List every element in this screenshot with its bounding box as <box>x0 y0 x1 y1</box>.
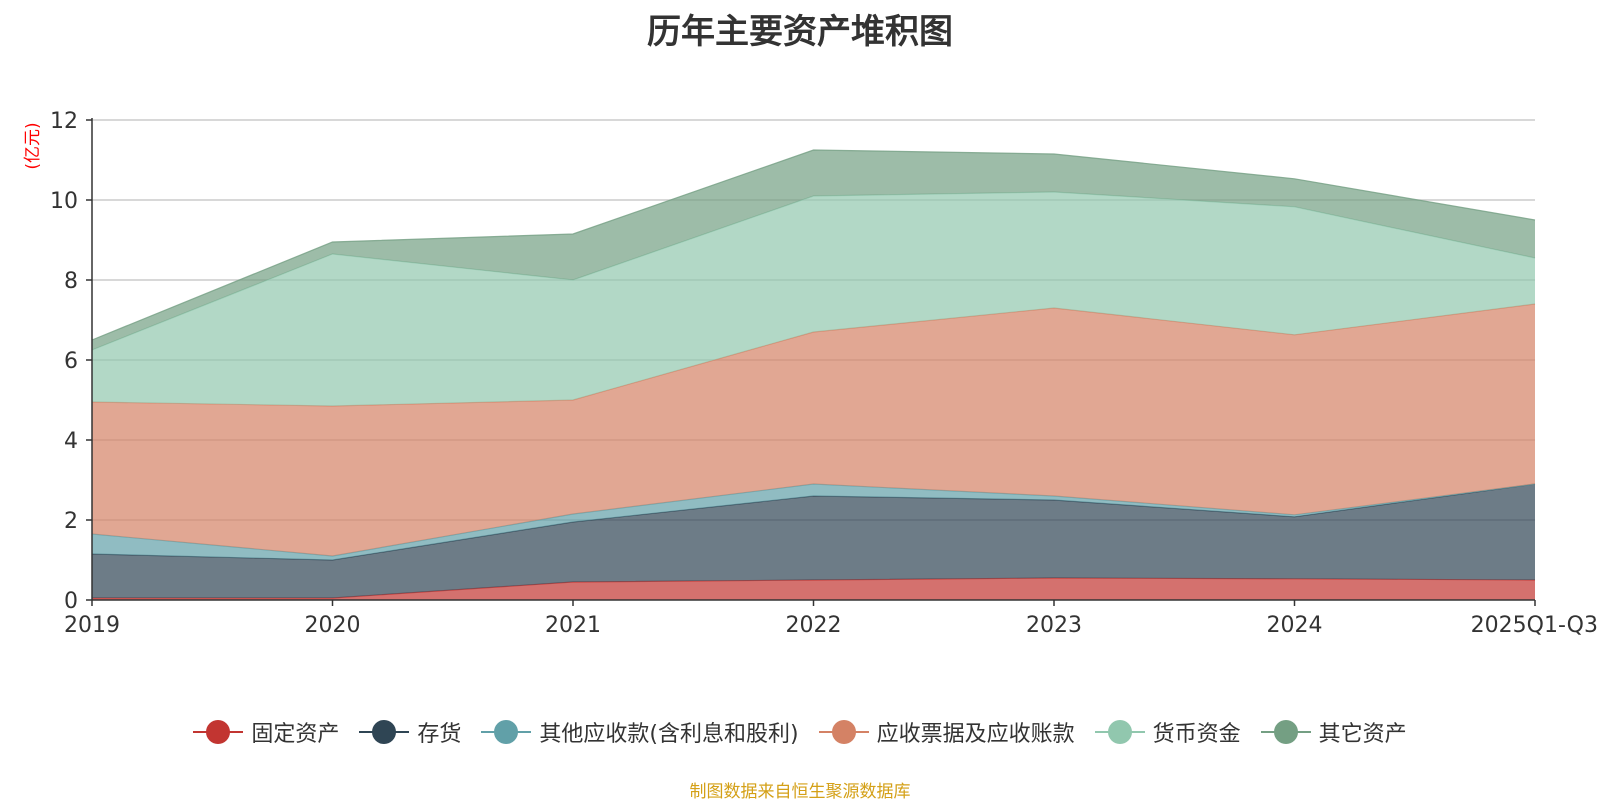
legend-label: 固定资产 <box>251 722 340 747</box>
legend-item[interactable]: 其它资产 <box>1260 716 1407 748</box>
legend-item[interactable]: 存货 <box>359 716 461 748</box>
legend-label: 应收票据及应收账款 <box>876 722 1075 747</box>
legend-marker-icon <box>1094 720 1145 744</box>
legend-marker-icon <box>193 720 244 744</box>
legend-marker-icon <box>1260 720 1311 744</box>
legend-label: 存货 <box>417 722 462 747</box>
chart-title: 历年主要资产堆积图 <box>647 12 953 52</box>
legend-item[interactable]: 货币资金 <box>1094 716 1241 748</box>
x-tick-label: 2020 <box>305 613 361 638</box>
legend-label: 其它资产 <box>1318 722 1407 747</box>
y-tick-label: 4 <box>64 429 78 454</box>
y-tick-label: 10 <box>50 189 78 214</box>
x-tick-label: 2019 <box>64 613 120 638</box>
x-tick-label: 2025Q1-Q3 <box>1471 613 1598 638</box>
x-tick-label: 2022 <box>786 613 842 638</box>
y-axis-unit-label: (亿元) <box>23 122 43 169</box>
x-tick-label: 2023 <box>1026 613 1082 638</box>
y-tick-label: 0 <box>64 589 78 614</box>
legend-marker-icon <box>359 720 410 744</box>
legend-item[interactable]: 固定资产 <box>193 716 339 748</box>
area-series-1 <box>92 578 1535 600</box>
y-tick-label: 6 <box>64 349 78 374</box>
legend-marker-icon <box>818 720 869 744</box>
legend-item[interactable]: 其他应收款(含利息和股利) <box>481 716 799 748</box>
legend-label: 其他应收款(含利息和股利) <box>539 722 799 747</box>
legend-item[interactable]: 应收票据及应收账款 <box>818 716 1075 748</box>
area-series-5 <box>92 192 1535 406</box>
y-tick-label: 8 <box>64 269 78 294</box>
area-series-4 <box>92 304 1535 556</box>
area-series-2 <box>92 484 1535 598</box>
source-note: 制图数据来自恒生聚源数据库 <box>689 782 911 802</box>
area-series-3 <box>92 484 1535 560</box>
area-series-6 <box>92 150 1535 350</box>
y-tick-label: 12 <box>50 109 78 134</box>
y-tick-label: 2 <box>64 509 78 534</box>
x-tick-label: 2021 <box>545 613 601 638</box>
legend: 固定资产 存货 其他应收款(含利息和股利) 应收票据及应收账款 货币资金 其它资产 <box>0 716 1600 748</box>
series-line-6 <box>91 149 1536 341</box>
legend-marker-icon <box>481 720 532 744</box>
x-tick-label: 2024 <box>1267 613 1323 638</box>
legend-label: 货币资金 <box>1152 722 1241 747</box>
